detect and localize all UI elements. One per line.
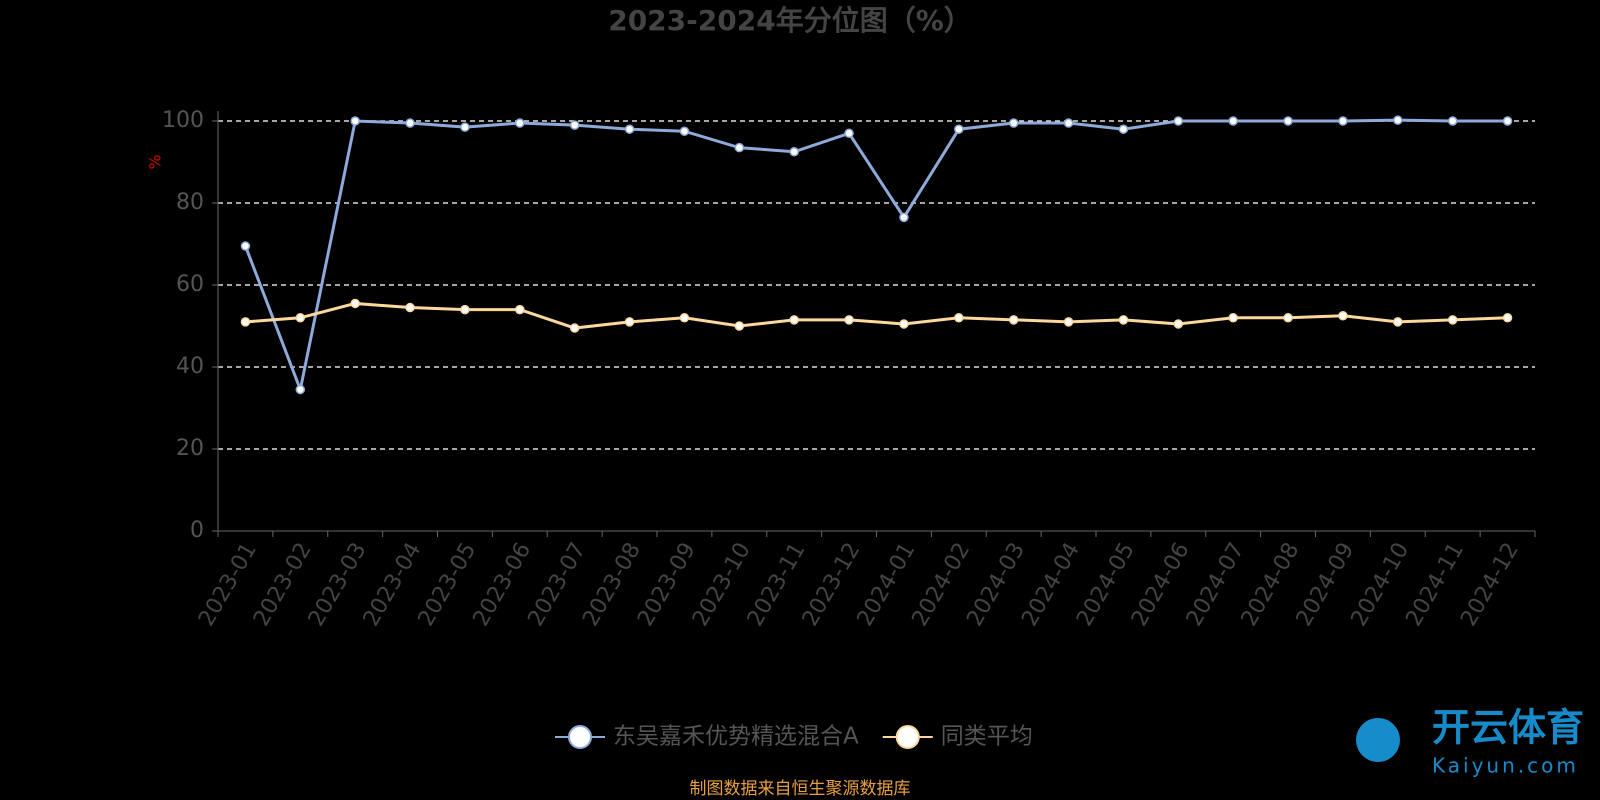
point <box>405 302 415 313</box>
source-note: 制图数据来自恒生聚源数据库 <box>690 779 911 799</box>
point <box>1338 116 1348 126</box>
point <box>1283 313 1293 323</box>
point <box>460 122 470 132</box>
point <box>1063 317 1074 327</box>
point <box>789 315 799 325</box>
point <box>515 304 525 315</box>
series-line <box>244 118 1508 395</box>
point <box>954 313 964 323</box>
point <box>1447 116 1458 126</box>
y-tick-label: 0 <box>190 518 204 543</box>
series-line <box>245 301 1508 330</box>
watermark-name: 开云体育 <box>1432 706 1584 750</box>
y-tick-label: 20 <box>176 436 204 461</box>
point <box>679 313 690 323</box>
watermark-site: Kaiyun.com <box>1432 754 1579 778</box>
point <box>240 241 251 251</box>
legend-marker <box>568 725 592 749</box>
point <box>295 384 306 395</box>
point <box>569 120 580 130</box>
point <box>1393 317 1403 327</box>
legend-label: 东吴嘉禾优势精选混合A <box>613 724 859 750</box>
point <box>1447 315 1458 325</box>
point <box>844 315 854 325</box>
point <box>1173 116 1184 126</box>
point <box>844 128 854 139</box>
point <box>1228 313 1238 323</box>
point <box>679 126 690 136</box>
point <box>350 298 360 309</box>
chart-title: 2023-2024年分位图（%） <box>608 4 972 37</box>
point <box>1502 116 1513 126</box>
point <box>1502 313 1513 323</box>
point <box>899 212 909 223</box>
point <box>1008 118 1019 128</box>
y-tick-label: 100 <box>162 108 204 133</box>
point <box>1228 116 1238 126</box>
point <box>1393 115 1403 125</box>
point <box>954 124 964 134</box>
legend: 东吴嘉禾优势精选混合A 同类平均 <box>555 724 1033 750</box>
point <box>460 304 470 315</box>
point <box>405 118 415 128</box>
point <box>569 323 580 333</box>
point <box>734 142 745 153</box>
point <box>1283 116 1293 126</box>
point <box>624 317 635 327</box>
legend-marker <box>895 725 920 749</box>
point <box>1063 118 1074 128</box>
y-tick-label: 80 <box>176 190 204 215</box>
point <box>734 321 745 331</box>
point <box>899 319 909 329</box>
point <box>1118 124 1129 134</box>
point <box>1338 311 1348 321</box>
point <box>789 147 799 157</box>
point <box>240 317 251 327</box>
watermark: 开云体育 Kaiyun.com <box>1356 706 1584 778</box>
y-tick-label: 40 <box>176 354 204 379</box>
y-axis-label: % <box>146 154 165 169</box>
legend-label: 同类平均 <box>941 724 1033 750</box>
point <box>624 124 635 134</box>
point <box>295 313 306 323</box>
watermark-logo <box>1356 718 1400 762</box>
point <box>1118 315 1129 325</box>
y-tick-label: 60 <box>176 272 204 297</box>
point <box>1008 315 1019 325</box>
point <box>350 116 360 126</box>
point <box>1173 319 1184 329</box>
point <box>515 118 525 128</box>
